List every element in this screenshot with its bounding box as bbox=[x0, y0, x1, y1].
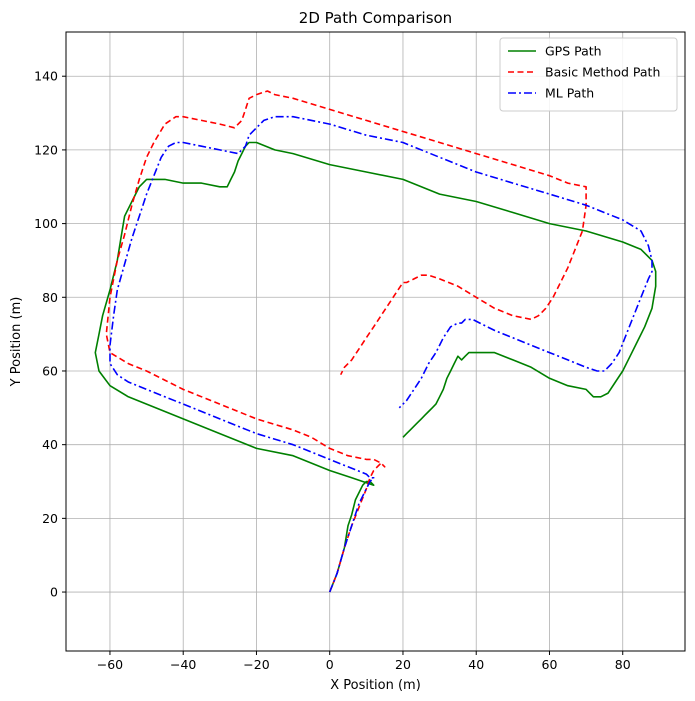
x-axis-label: X Position (m) bbox=[330, 678, 421, 693]
y-axis-label: Y Position (m) bbox=[9, 297, 24, 388]
y-tick-label: 140 bbox=[34, 69, 58, 84]
x-tick-label: 40 bbox=[468, 657, 484, 672]
legend-label-3: ML Path bbox=[545, 86, 594, 101]
y-tick-label: 80 bbox=[42, 290, 58, 305]
y-tick-label: 20 bbox=[42, 511, 58, 526]
series-line-3 bbox=[109, 115, 653, 593]
ticks: −60 −40 −20 0 20 40 60 80 0 20 40 60 80 100 120 140 bbox=[34, 69, 631, 672]
x-tick-label: −20 bbox=[243, 657, 269, 672]
series-line-1 bbox=[94, 141, 657, 593]
x-tick-label: 20 bbox=[395, 657, 411, 672]
series-group bbox=[94, 90, 657, 593]
legend-box bbox=[499, 37, 678, 112]
x-tick-label: 80 bbox=[615, 657, 631, 672]
series-line-2 bbox=[105, 90, 587, 593]
chart-title: 2D Path Comparison bbox=[299, 9, 452, 27]
x-tick-label: −60 bbox=[97, 657, 123, 672]
x-tick-label: −40 bbox=[170, 657, 196, 672]
y-tick-label: 100 bbox=[34, 216, 58, 231]
plot-frame bbox=[65, 31, 686, 652]
y-tick-label: 120 bbox=[34, 142, 58, 157]
legend-label-1: GPS Path bbox=[545, 44, 602, 59]
x-tick-label: 60 bbox=[542, 657, 558, 672]
y-tick-label: 0 bbox=[50, 585, 58, 600]
x-tick-label: 0 bbox=[326, 657, 334, 672]
legend-label-2: Basic Method Path bbox=[545, 65, 660, 80]
y-tick-label: 40 bbox=[42, 437, 58, 452]
legend: GPS Path Basic Method Path ML Path bbox=[499, 37, 678, 112]
grid bbox=[66, 32, 685, 651]
y-tick-label: 60 bbox=[42, 363, 58, 378]
